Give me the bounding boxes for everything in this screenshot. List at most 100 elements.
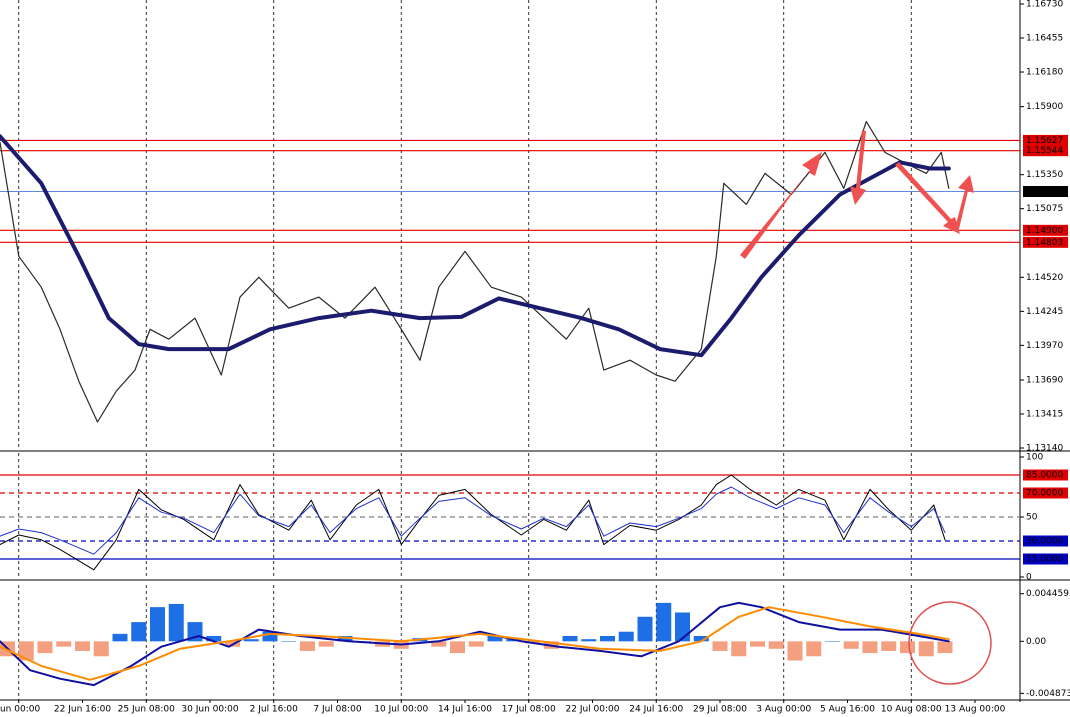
histogram-bar — [637, 616, 653, 642]
histogram-bar — [768, 641, 784, 649]
histogram-bar — [112, 633, 128, 642]
histogram-bar — [937, 641, 953, 654]
histogram-bar — [600, 635, 615, 642]
y-tick-label: 0 — [1026, 573, 1032, 583]
arrow — [850, 130, 866, 205]
histogram-bar — [712, 641, 728, 651]
level-label: 1.14803 — [1026, 238, 1063, 248]
histogram-bar — [618, 631, 634, 642]
level-label: 1.14900 — [1026, 226, 1063, 236]
level-label: 1.15544 — [1026, 146, 1063, 156]
histogram-bar — [318, 641, 334, 647]
histogram-bar — [450, 641, 465, 654]
y-tick-label: 1.15900 — [1026, 102, 1063, 112]
y-tick-label: 1.16180 — [1026, 68, 1063, 78]
series-line — [0, 606, 950, 681]
y-tick-label: 0.0044593 — [1026, 589, 1070, 599]
histogram-bar — [93, 641, 109, 657]
histogram-bar — [168, 603, 184, 642]
histogram-bar — [150, 607, 165, 642]
level-label: 15.0000 — [1026, 555, 1063, 565]
y-tick-label: 1.13690 — [1026, 375, 1063, 385]
series-line — [0, 474, 946, 571]
x-tick-label: Jun 00:00 — [0, 705, 40, 715]
histogram-bar — [243, 639, 259, 642]
histogram-bar — [300, 641, 315, 651]
arrow — [740, 152, 822, 259]
y-tick-label: -0.004873 — [1026, 689, 1070, 699]
level-label: 70.0000 — [1026, 489, 1063, 499]
y-tick-label: 1.14245 — [1026, 307, 1063, 317]
histogram-bar — [431, 641, 447, 647]
histogram-bar — [825, 641, 840, 642]
y-tick-label: 1.14520 — [1026, 273, 1063, 283]
histogram-bar — [281, 641, 297, 642]
histogram-bar — [487, 635, 503, 642]
histogram-bar — [843, 641, 859, 649]
level-label-box — [1023, 553, 1068, 565]
histogram-bar — [468, 641, 484, 647]
histogram-bar — [900, 641, 915, 654]
x-tick-label: 7 Jul 08:00 — [313, 705, 362, 715]
level-label-box — [1023, 535, 1068, 547]
histogram-bar — [656, 602, 672, 642]
y-tick-label: 1.13970 — [1026, 341, 1063, 351]
y-tick-label: 50 — [1026, 513, 1038, 523]
level-label: 1.15627 — [1026, 136, 1063, 146]
y-tick-label: 1.13415 — [1026, 409, 1063, 419]
x-tick-label: 24 Jul 16:00 — [629, 705, 683, 715]
y-tick-label: 1.15350 — [1026, 170, 1063, 180]
histogram-bar — [806, 641, 822, 657]
histogram-bar — [787, 641, 803, 661]
y-tick-label: 1.15075 — [1026, 204, 1063, 214]
highlight-circle — [908, 601, 992, 685]
histogram-bar — [262, 631, 278, 642]
x-tick-label: 30 Jun 00:00 — [181, 705, 238, 715]
histogram-bar — [131, 622, 147, 642]
x-tick-label: 3 Aug 00:00 — [756, 705, 811, 715]
histogram-bar — [862, 641, 878, 654]
series-line — [0, 601, 950, 687]
level-label: 30.0000 — [1026, 537, 1063, 547]
level-label-box — [1023, 487, 1068, 499]
y-tick-label: 1.16455 — [1026, 34, 1063, 44]
level-label: 1.15214 — [1026, 187, 1063, 197]
x-tick-label: 10 Jul 00:00 — [374, 705, 428, 715]
x-tick-label: 22 Jun 16:00 — [54, 705, 111, 715]
histogram-bar — [581, 639, 597, 642]
x-tick-label: 25 Jun 08:00 — [118, 705, 175, 715]
x-tick-label: 5 Aug 16:00 — [820, 705, 875, 715]
histogram-bar — [18, 641, 34, 661]
x-tick-label: 13 Aug 00:00 — [945, 705, 1006, 715]
y-tick-label: 100 — [1026, 453, 1043, 463]
histogram-bar — [56, 641, 72, 647]
histogram-bar — [731, 641, 747, 657]
annotations — [740, 130, 992, 685]
arrow — [895, 162, 960, 234]
x-tick-label: 17 Jul 08:00 — [502, 705, 556, 715]
level-label: 85.0000 — [1026, 471, 1063, 481]
y-tick-label: 1.16730 — [1026, 0, 1063, 10]
histogram-bar — [37, 641, 53, 654]
arrow — [955, 175, 974, 229]
histogram-bar — [693, 635, 709, 642]
series-line — [0, 486, 946, 555]
x-tick-label: 14 Jul 16:00 — [438, 705, 492, 715]
histogram-bar — [562, 635, 578, 642]
histogram-bar — [206, 635, 222, 642]
level-label-box — [1023, 236, 1068, 248]
histogram-bar — [75, 641, 90, 651]
level-label-box — [1023, 145, 1068, 157]
x-tick-label: 2 Jul 16:00 — [250, 705, 299, 715]
histogram-bar — [881, 641, 897, 651]
y-tick-label: 1.13140 — [1026, 444, 1063, 454]
histogram-bar — [918, 641, 934, 657]
level-label-box — [1023, 469, 1068, 481]
level-label-box — [1023, 224, 1068, 236]
y-tick-label: 0.00 — [1026, 637, 1046, 647]
level-label-box — [1023, 185, 1068, 197]
histogram-bar — [750, 641, 765, 647]
